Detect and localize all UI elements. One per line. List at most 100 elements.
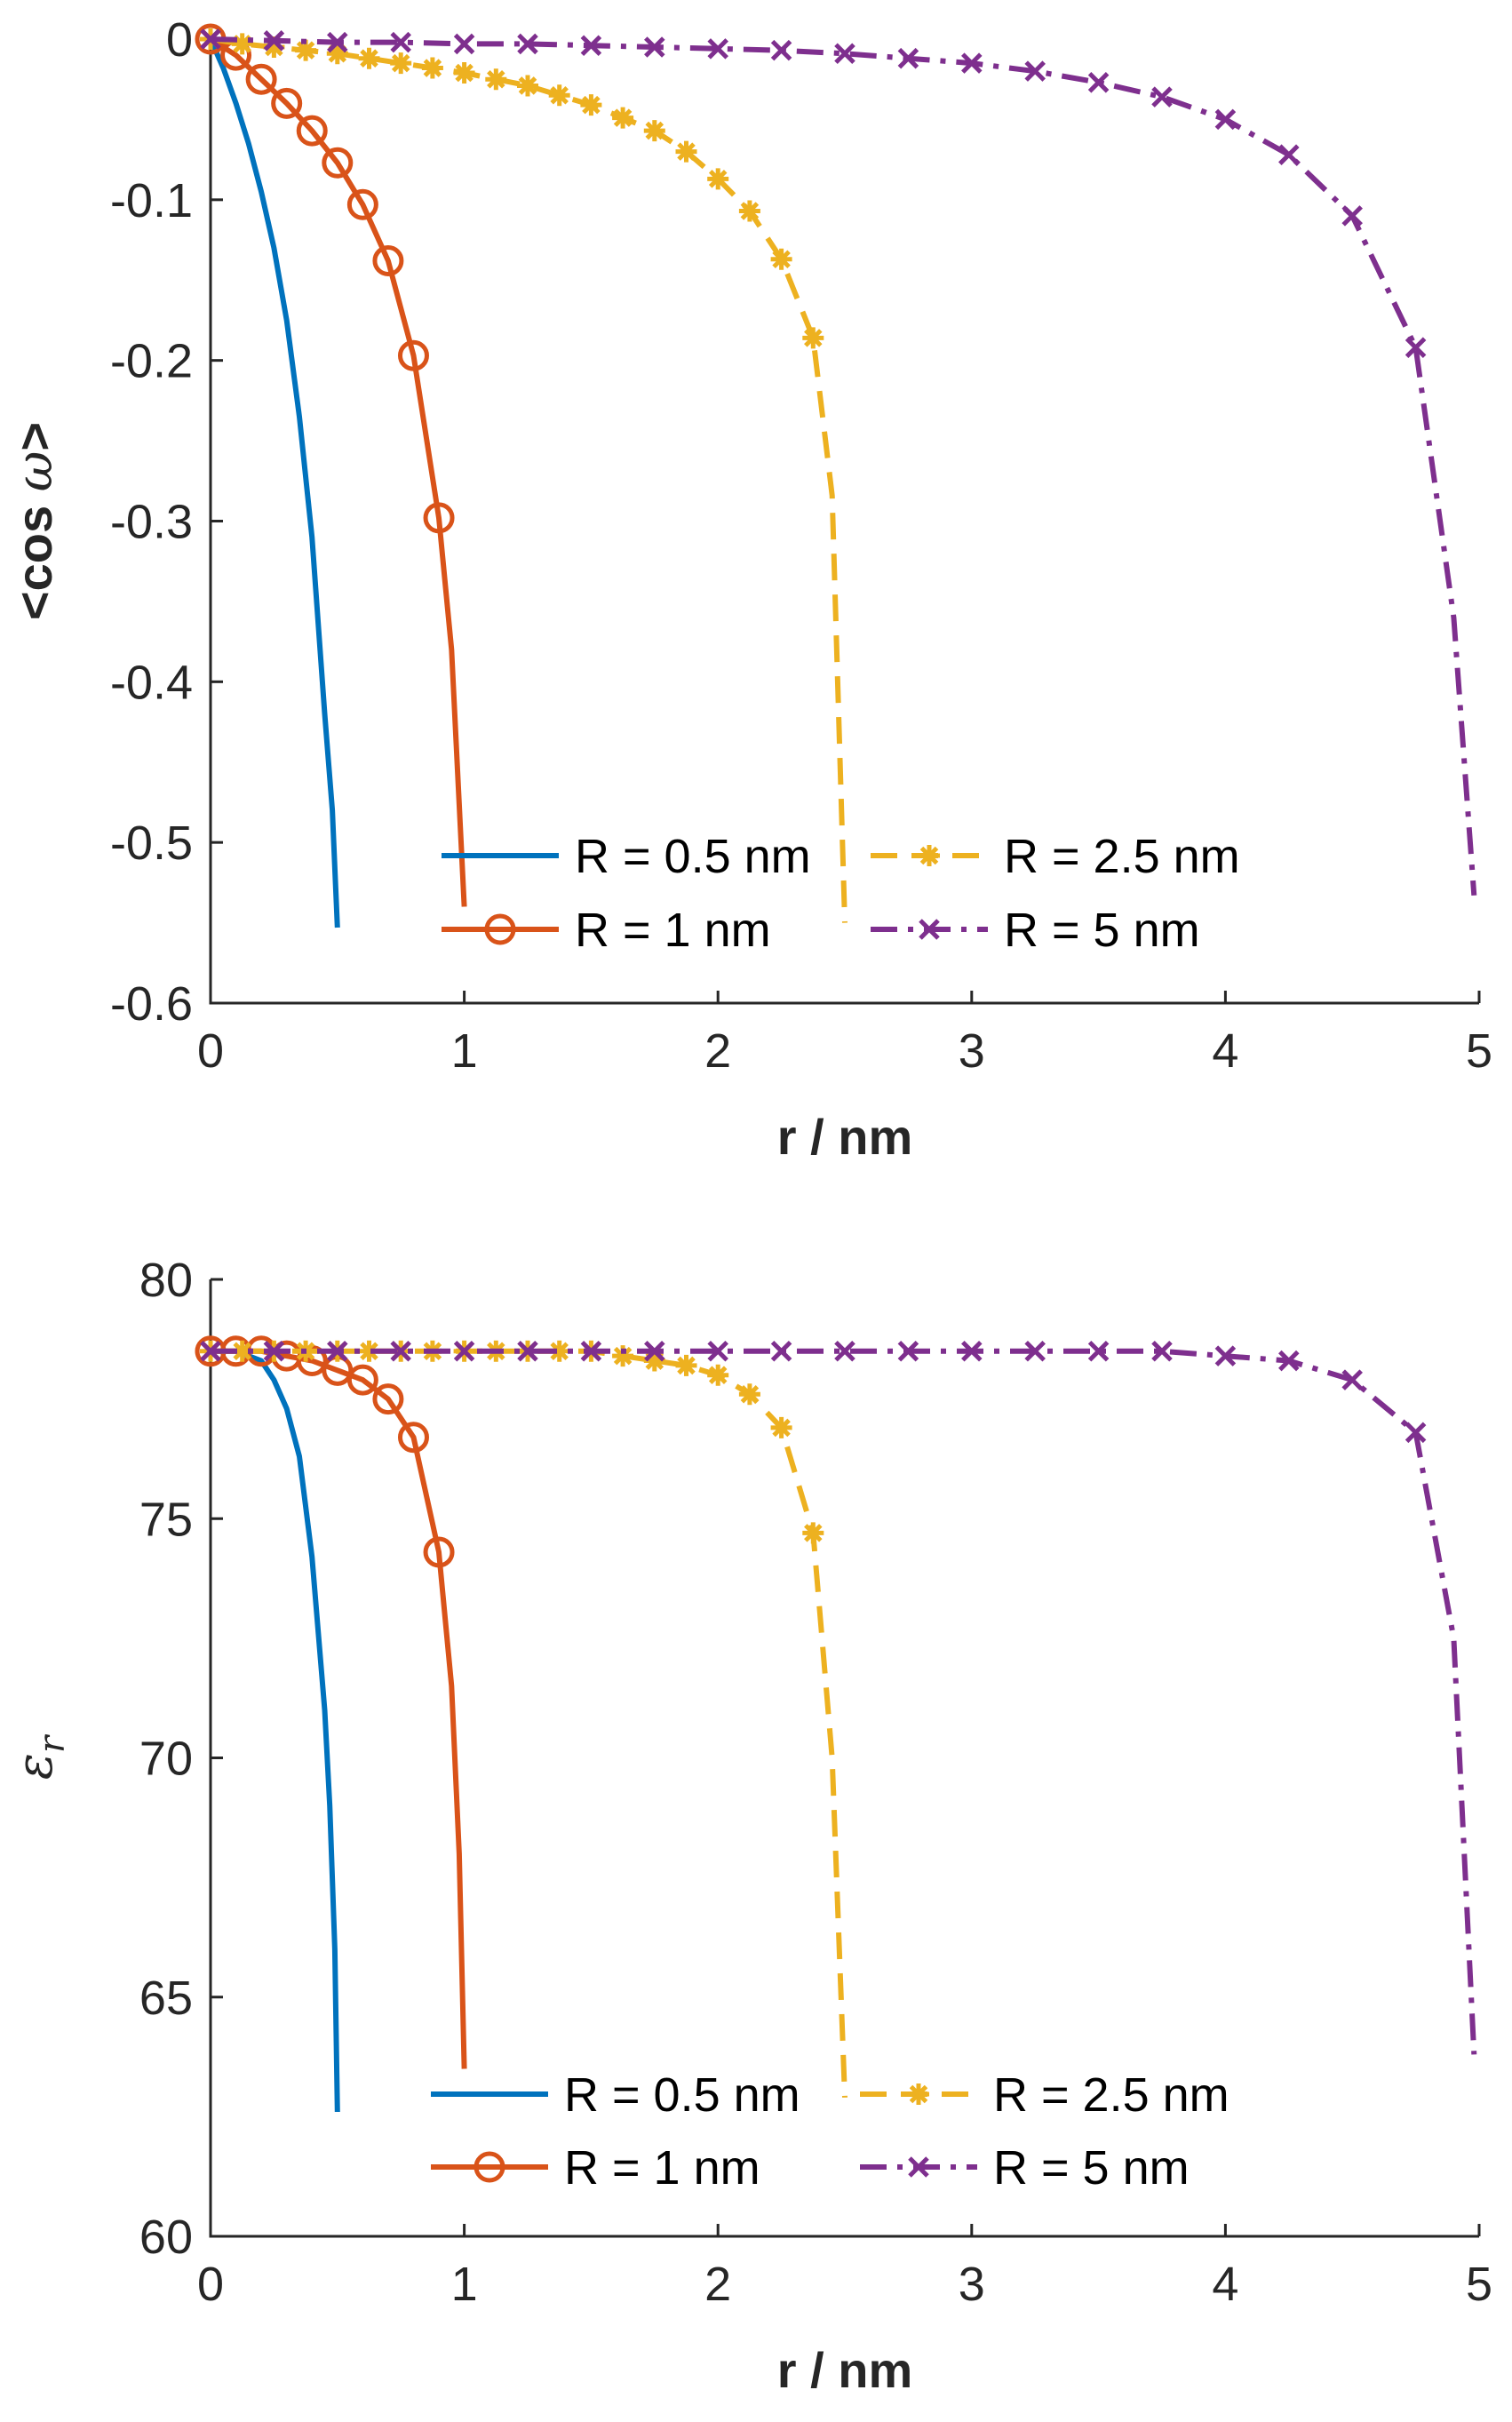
data-point-purple [517,1341,538,1362]
y-tick-label: 70 [139,1733,193,1786]
x-tick-label: 2 [704,1024,731,1078]
data-point-purple [390,31,411,53]
x-axis-label: r / nm [777,1109,912,1165]
x-tick-label: 1 [451,1024,478,1078]
data-point-purple [770,1341,792,1362]
legend-marker-purple [908,2156,929,2178]
x-tick-label: 1 [451,2258,478,2311]
data-point-orange [346,1364,378,1396]
data-point-purple [1405,1422,1427,1444]
data-point-purple [390,1341,411,1362]
data-point-purple [1151,86,1173,108]
data-point-purple [1087,1341,1110,1362]
legend-label: R = 1 nm [564,2141,760,2195]
data-point-yellow [453,61,475,84]
y-axis-label-end: > [6,422,62,451]
data-point-yellow [738,200,760,222]
data-point-orange [372,1383,404,1415]
data-point-yellow [295,39,317,61]
data-point-purple [770,39,792,61]
legend-marker-yellow [919,845,940,866]
legend-marker-yellow [908,2083,929,2105]
data-point-purple [1278,1350,1300,1372]
bottom-legend: R = 0.5 nm R = 1 nm R = 2.5 nm R = 5 nm [431,2068,1229,2195]
data-point-purple [200,1341,221,1362]
data-point-purple [1278,144,1300,165]
data-point-yellow [770,1416,792,1438]
x-tick-label: 4 [1212,2258,1238,2311]
data-point-purple [1405,337,1427,358]
x-tick-label: 3 [959,1024,985,1078]
data-point-yellow [517,75,538,97]
data-point-purple [1024,60,1046,82]
data-point-purple [517,33,538,55]
data-point-yellow [770,248,792,270]
data-point-orange [397,339,429,371]
y-tick-label: 75 [139,1493,193,1546]
data-point-purple [834,1341,855,1362]
top-plot-area [195,23,1477,928]
top-legend: R = 0.5 nm R = 1 nm R = 2.5 nm R = 5 nm [442,830,1240,957]
bottom-plot-area [195,1335,1477,2113]
data-point-purple [263,1341,285,1362]
series-line-purple [211,1348,1477,2055]
data-point-purple [263,30,285,52]
data-point-yellow [738,1383,760,1406]
x-tick-label: 2 [704,2258,731,2311]
data-point-yellow [231,1340,253,1362]
y-axis-label: εr [6,1733,73,1780]
legend-label: R = 5 nm [1004,904,1200,957]
data-point-purple [1214,1345,1237,1366]
y-axis-label: <cos ω> [6,422,64,620]
data-point-yellow [358,47,380,69]
data-point-purple [644,36,665,58]
data-point-yellow [326,43,348,65]
data-point-purple [1087,72,1110,93]
legend-label: R = 0.5 nm [564,2068,800,2122]
y-axis-label-symbol: ω [6,451,64,492]
data-point-yellow [612,107,634,129]
data-point-orange [296,115,328,147]
data-point-purple [453,1341,475,1362]
series-line-yellow [210,36,848,923]
data-point-yellow [707,168,729,190]
y-tick-label: 0 [166,13,193,67]
data-point-yellow [421,57,443,79]
data-point-purple [453,33,475,55]
x-tick-label: 5 [1466,2258,1492,2311]
data-point-yellow [580,94,602,116]
data-point-orange [322,147,354,179]
y-tick-label: -0.1 [110,174,193,227]
data-point-yellow [612,1345,634,1367]
data-point-orange [423,1536,455,1568]
data-point-purple [897,1341,919,1362]
data-point-purple [961,52,983,74]
data-point-yellow [707,1364,729,1386]
y-axis-label-text: <cos [6,491,62,620]
data-point-orange [423,502,455,534]
data-point-yellow [548,1340,570,1362]
x-tick-label: 4 [1212,1024,1238,1078]
data-point-purple [1214,108,1237,131]
y-tick-label: -0.2 [110,335,193,388]
data-point-orange [271,87,303,119]
data-point-yellow [802,327,824,349]
y-tick-label: -0.3 [110,496,193,549]
data-point-purple [897,47,919,69]
legend-label: R = 0.5 nm [575,830,811,883]
data-point-yellow [675,1354,697,1376]
legend-label: R = 2.5 nm [1004,830,1240,883]
data-point-orange [372,245,404,277]
data-point-orange [397,1422,429,1454]
data-point-yellow [390,52,412,75]
series-line-yellow [211,1348,848,2098]
x-tick-label: 5 [1466,1024,1492,1078]
data-point-yellow [485,68,507,91]
data-point-purple [1024,1341,1046,1362]
y-tick-label: -0.4 [110,656,193,709]
legend-marker-orange [473,2151,505,2183]
y-tick-label: 60 [139,2211,193,2264]
data-point-yellow [358,1340,380,1362]
legend-label: R = 2.5 nm [993,2068,1229,2122]
